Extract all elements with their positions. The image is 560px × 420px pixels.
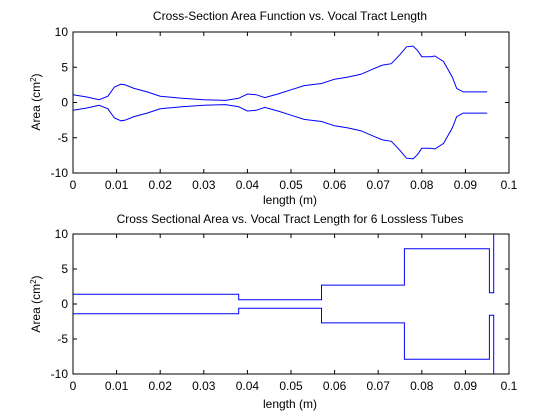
- y-tick-label: 0: [61, 297, 68, 311]
- lossless-tubes-chart: Cross Sectional Area vs. Vocal Tract Len…: [29, 212, 518, 411]
- y-tick-label: 5: [61, 262, 68, 276]
- tube-upper-line: [73, 233, 509, 301]
- area-function-chart: Cross-Section Area Function vs. Vocal Tr…: [29, 9, 518, 207]
- x-tick-label: 0.09: [454, 178, 478, 192]
- x-tick-label: 0.06: [323, 379, 347, 393]
- x-tick-label: 0.05: [279, 178, 303, 192]
- x-tick-label: 0.03: [192, 178, 216, 192]
- area-lower-line: [72, 104, 488, 160]
- y-tick-label: -5: [57, 332, 68, 346]
- x-tick-label: 0.04: [236, 379, 260, 393]
- y-tick-label: 5: [61, 60, 68, 74]
- x-tick-label: 0.07: [367, 178, 391, 192]
- x-tick-label: 0.01: [105, 178, 129, 192]
- y-tick-label: -10: [51, 367, 69, 381]
- y-tick-label: 10: [55, 227, 69, 241]
- x-axis-label: length (m): [263, 193, 317, 207]
- x-tick-label: 0.1: [501, 379, 518, 393]
- x-tick-label: 0.04: [236, 178, 260, 192]
- chart-title: Cross-Section Area Function vs. Vocal Tr…: [153, 9, 427, 23]
- x-tick-label: 0: [70, 379, 77, 393]
- y-tick-label: -5: [57, 131, 68, 145]
- y-tick-label: 10: [55, 25, 69, 39]
- y-axis-label: Area (cm2): [29, 73, 43, 130]
- data-lines: [72, 45, 488, 160]
- x-tick-label: 0: [70, 178, 77, 192]
- x-tick-label: 0.02: [149, 178, 173, 192]
- y-tick-label: -10: [51, 166, 69, 180]
- x-tick-label: 0.08: [410, 178, 434, 192]
- y-tick-label: 0: [61, 96, 68, 110]
- axis-ticks: 0 0.01 0.02 0.03 0.04 0.05 0.06 0.07 0.08 0.09 0.1…: [51, 25, 518, 192]
- x-tick-label: 0.08: [410, 379, 434, 393]
- x-tick-label: 0.03: [192, 379, 216, 393]
- x-tick-label: 0.1: [501, 178, 518, 192]
- x-tick-label: 0.05: [279, 379, 303, 393]
- x-tick-label: 0.09: [454, 379, 478, 393]
- y-axis-label: Area (cm2): [29, 275, 43, 332]
- tube-lower-line: [73, 307, 509, 375]
- plot-frame: [72, 233, 510, 375]
- area-upper-line: [72, 45, 488, 101]
- x-tick-label: 0.07: [367, 379, 391, 393]
- tube-lines: [73, 233, 509, 375]
- x-tick-label: 0.06: [323, 178, 347, 192]
- plot-frame: [72, 31, 510, 174]
- chart-title: Cross Sectional Area vs. Vocal Tract Len…: [117, 212, 464, 226]
- axis-ticks: 0 0.01 0.02 0.03 0.04 0.05 0.06 0.07 0.08 0.09 0.1…: [51, 227, 518, 393]
- x-tick-label: 0.02: [149, 379, 173, 393]
- x-axis-label: length (m): [263, 397, 317, 411]
- x-tick-label: 0.01: [105, 379, 129, 393]
